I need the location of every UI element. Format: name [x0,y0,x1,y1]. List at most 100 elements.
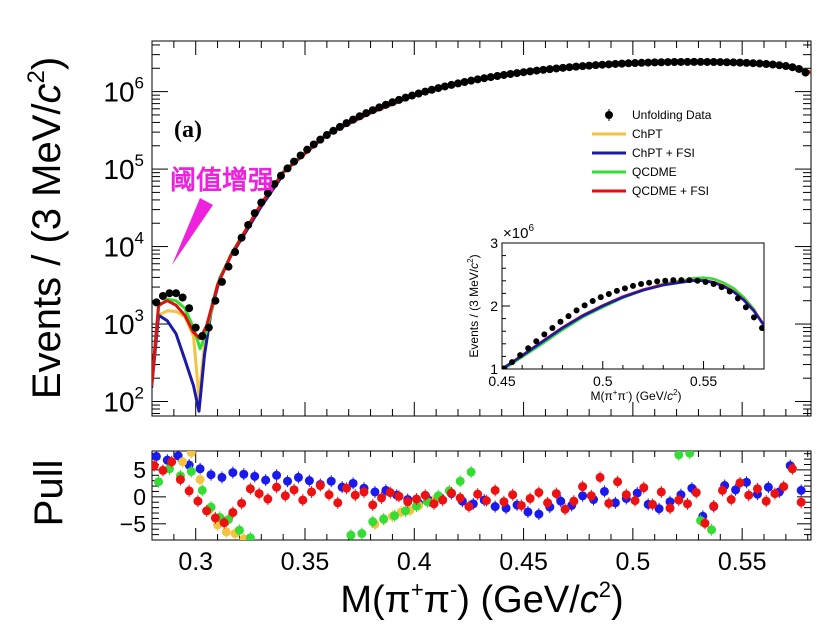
pull-point [401,506,411,516]
pull-point [307,487,317,497]
pull-point [411,501,421,511]
data-point [755,59,764,68]
data-point [447,80,456,89]
pull-point [245,484,255,494]
data-point [198,332,207,341]
pull-point [556,496,566,506]
data-point [375,103,384,112]
inset-x-tick-label: 0.45 [488,373,515,389]
legend-entry: ChPT + FSI [592,146,695,160]
pull-point [683,499,693,509]
pull-point [466,467,476,477]
pull-point [490,485,500,495]
pull-point [796,497,806,507]
pull-point [254,489,264,499]
inset-data-point [758,325,764,332]
inset-data-point [726,288,733,295]
main-y-tick-label: 104 [103,229,144,263]
legend-entry: Unfolding Data [605,108,712,122]
pull-point [630,496,640,506]
inset-data-point [581,302,588,309]
pull-point [569,496,579,506]
pull-point [516,500,526,510]
data-point [309,140,318,149]
pull-point [473,489,483,499]
data-point [578,62,587,71]
main-y-axis-title: Events / (3 MeV/c2) [23,57,69,399]
threshold-arrow [172,198,213,265]
pull-point [685,451,695,458]
pull-point [206,470,216,480]
pull-point [346,530,356,540]
inset-x-axis-title-sup2: - [626,388,629,397]
pull-x-ticks: 0.3 0.35 0.4 0.45 0.5 0.55 [151,451,809,576]
pull-point [175,475,185,485]
inset-data-point [525,345,532,352]
data-point [545,65,554,74]
pull-y-tick-label: 0 [133,484,146,510]
data-point [355,112,364,121]
data-point [637,58,646,67]
pull-point [379,514,389,524]
pull-point [272,470,282,480]
main-y-tick-label-base: 10 [103,309,134,340]
inset-x-axis-title-exp: 2 [673,388,678,397]
pull-y-tick-label: −5 [120,511,146,537]
pull-point [385,488,395,498]
pull-point [787,464,797,474]
data-point [152,298,161,307]
inset-x-axis-title: M(π+π-) (GeV/c2) [590,388,681,403]
inset-data-point [549,325,556,332]
data-point [611,59,620,68]
pull-point [221,527,231,537]
inset-data-point [630,282,636,289]
pull-point [283,476,293,486]
inset-data-point [694,277,701,284]
pull-point [499,497,509,507]
data-point [250,209,259,218]
data-point [316,135,325,144]
inset-data-point [502,365,508,369]
pull-point [648,499,658,509]
main-y-tick-label-exp: 2 [135,384,144,403]
data-point [322,131,331,140]
threshold-annotation: 阈值增强 [170,165,274,265]
data-point [716,58,725,67]
data-point [781,62,790,71]
main-y-tick-label-base: 10 [103,77,134,108]
data-point [381,100,390,109]
inset-data-point [638,280,645,287]
pull-point [186,466,196,476]
legend-label: ChPT [632,127,663,141]
pull-point [324,490,334,500]
pull-point [700,518,710,528]
data-point [368,106,377,115]
legend-entry: QCDME + FSI [592,184,709,198]
pull-y-axis-title: Pull [27,460,71,527]
data-point [735,58,744,67]
x-axis-title-c: c [580,579,599,621]
main-y-tick-label-base: 10 [103,232,134,263]
data-point [486,73,495,82]
data-point [788,63,797,72]
x-axis-title: M(π+π-) (GeV/c2) [340,577,623,621]
pull-point [742,477,752,487]
main-y-axis-title-c: c [25,84,69,104]
data-point [263,189,272,198]
legend-entry: ChPT [592,127,663,141]
pull-point [234,525,244,535]
main-data-points [152,57,810,341]
pull-point [261,475,271,485]
pull-point [357,529,367,539]
pull-point [420,490,430,500]
pull-point [726,495,736,505]
pull-x-tick-label: 0.4 [397,548,432,576]
x-axis-title-sup2: - [450,577,457,602]
legend: Unfolding Data ChPT ChPT + FSI QCDME QCDME +… [592,108,712,198]
main-y-axis-title-exp: 2 [23,70,50,83]
pull-point [534,488,544,498]
pull-point [709,501,719,511]
pull-point [543,498,553,508]
inset-data-point [541,331,548,338]
